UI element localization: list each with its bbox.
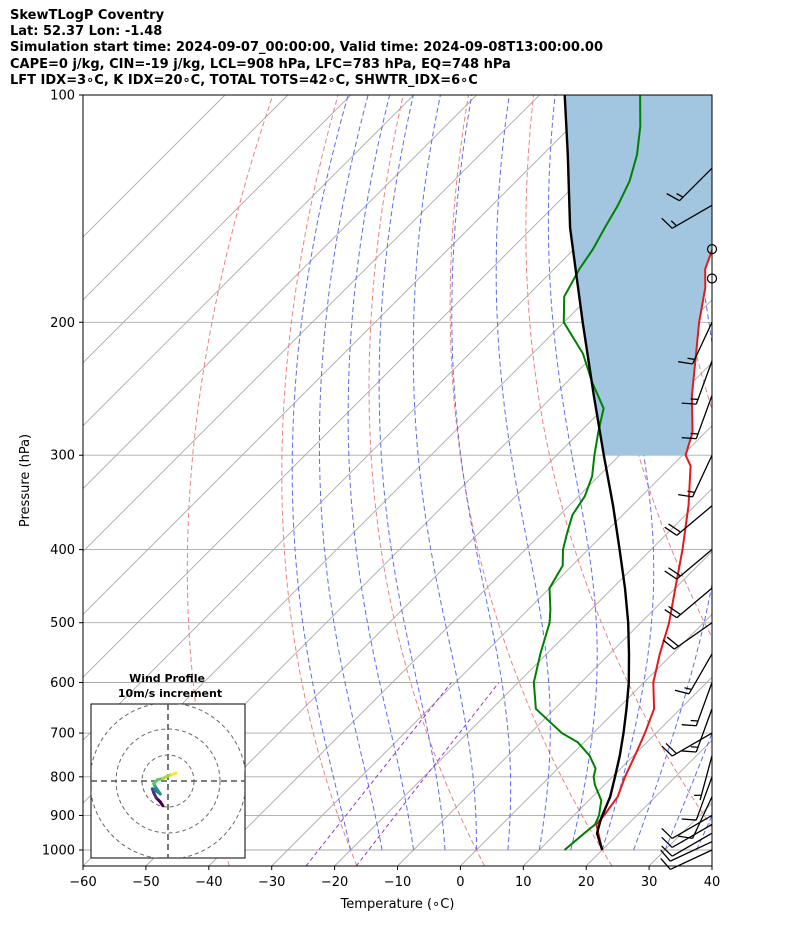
dry-adiabat (368, 95, 485, 866)
calm-wind-circle (706, 244, 718, 255)
isotherm (83, 95, 603, 616)
x-tick-label: −60 (69, 875, 96, 890)
dry-adiabat (525, 95, 712, 828)
moist-adiabat (412, 95, 477, 850)
moist-adiabat (378, 95, 446, 850)
cape-line: CAPE=0 j/kg, CIN=-19 j/kg, LCL=908 hPa, … (10, 57, 511, 72)
dry-adiabat (663, 95, 712, 411)
x-tick-label: −10 (384, 875, 411, 890)
x-tick-label: 0 (456, 875, 464, 890)
chart-title: SkewTLogP Coventry (10, 8, 165, 23)
inset-title: Wind Profile (129, 672, 205, 685)
x-tick-label: −20 (321, 875, 348, 890)
y-tick-label: 400 (50, 543, 75, 558)
x-axis-label: Temperature (∘C) (340, 897, 455, 912)
wind-barb (661, 814, 713, 840)
calm-wind-circle (706, 273, 718, 284)
cape-area (564, 95, 712, 456)
wind-barb (681, 360, 713, 405)
isotherm (271, 425, 712, 866)
wind-barb (660, 841, 713, 862)
isotherm (145, 299, 712, 866)
wind-barb (661, 823, 713, 849)
hodograph-segment (170, 771, 178, 776)
x-tick-label: 10 (515, 875, 532, 890)
isotherm (334, 487, 712, 866)
isotherm (83, 95, 415, 427)
moist-adiabat (728, 95, 794, 850)
y-axis-label: Pressure (hPa) (18, 434, 33, 527)
wind-barb (666, 167, 713, 202)
wind-barb (681, 395, 713, 440)
wind-barb (664, 587, 713, 619)
y-tick-label: 600 (50, 676, 75, 691)
dry-adiabat (186, 95, 274, 866)
y-tick-label: 800 (50, 770, 75, 785)
dewpoint-line (532, 95, 642, 851)
x-tick-label: −50 (132, 875, 159, 890)
isotherm (711, 865, 712, 866)
isotherm (775, 95, 794, 866)
moist-adiabat (451, 95, 512, 851)
y-tick-label: 100 (50, 89, 75, 104)
x-tick-label: 40 (704, 875, 721, 890)
wind-barb (661, 832, 713, 857)
isotherm (522, 676, 712, 866)
wind-barb (678, 796, 713, 840)
time-line: Simulation start time: 2024-09-07_00:00:… (10, 40, 603, 55)
mixing-ratio-line (305, 682, 452, 866)
wind-barb (694, 755, 713, 801)
x-tick-label: 20 (578, 875, 595, 890)
location-line: Lat: 52.37 Lon: -1.48 (10, 24, 163, 39)
inset-subtitle: 10m/s increment (118, 687, 222, 700)
wind-barb (664, 549, 713, 580)
isotherm (83, 95, 352, 364)
x-tick-label: −40 (195, 875, 222, 890)
moist-adiabat (547, 95, 598, 851)
moist-adiabat (601, 95, 655, 851)
y-tick-label: 300 (50, 449, 75, 464)
wind-barb (674, 653, 713, 695)
isotherm (83, 95, 289, 301)
moist-adiabat (347, 95, 414, 851)
dry-adiabat (449, 95, 613, 866)
y-tick-label: 700 (50, 727, 75, 742)
y-tick-label: 1000 (42, 844, 75, 859)
wind-barb (678, 322, 713, 365)
isotherm (208, 362, 712, 866)
wind-barb (678, 454, 713, 498)
moist-adiabat (664, 731, 712, 851)
y-tick-label: 200 (50, 316, 75, 331)
wind-barb (664, 505, 713, 536)
moist-adiabat (633, 95, 712, 851)
wind-barb (681, 776, 713, 821)
parcel-profile-line (563, 95, 631, 851)
mixing-ratio-line (355, 682, 500, 866)
wind-barb (661, 732, 713, 757)
isotherm (83, 95, 477, 490)
moist-adiabat (318, 95, 383, 851)
wind-barb (660, 849, 713, 871)
x-tick-label: −30 (258, 875, 285, 890)
wind-barb (661, 204, 713, 229)
wind-barb (681, 708, 713, 753)
temperature-line (595, 247, 712, 851)
isotherm (397, 550, 712, 866)
y-tick-label: 900 (50, 809, 75, 824)
y-tick-label: 500 (50, 616, 75, 631)
isotherm (83, 95, 666, 678)
dry-adiabat (281, 95, 358, 866)
x-tick-label: 30 (641, 875, 658, 890)
isotherm (83, 95, 540, 553)
moist-adiabat (495, 95, 551, 851)
wind-barb (662, 622, 713, 650)
wind-barb (681, 682, 713, 727)
isotherm (83, 95, 226, 238)
isotherm (460, 613, 712, 866)
moist-adiabat (291, 95, 352, 851)
dry-adiabat (729, 95, 794, 866)
index-line: LFT IDX=3∘C, K IDX=20∘C, TOTAL TOTS=42∘C… (10, 73, 478, 88)
inset-plot (91, 704, 245, 858)
